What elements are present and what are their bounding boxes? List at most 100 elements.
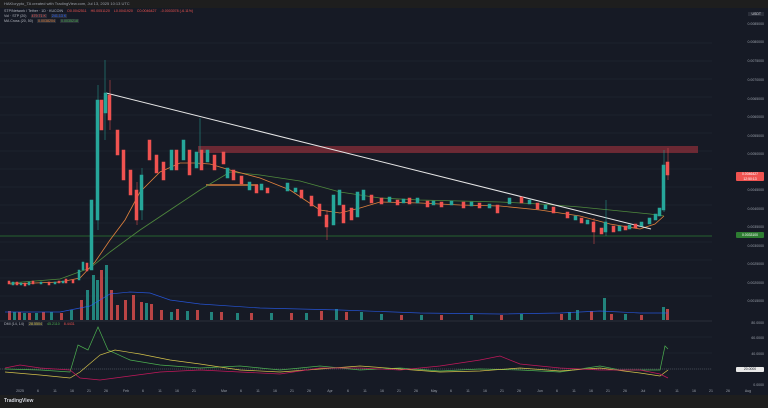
date-tick: 6 bbox=[240, 389, 242, 393]
volume-legend-label[interactable]: Vol · STP (20) bbox=[4, 14, 27, 18]
countdown-timer: 12:50:13 bbox=[743, 176, 757, 181]
date-tick: 21 bbox=[87, 389, 91, 393]
price-tick: 0.0025000 bbox=[747, 262, 764, 266]
date-tick: 11 bbox=[363, 389, 367, 393]
current-price-value: 0.0046427 bbox=[741, 172, 759, 176]
date-tick: 6 bbox=[556, 389, 558, 393]
ohlc-high: H0.0051120 bbox=[90, 9, 110, 13]
date-tick: May bbox=[430, 389, 438, 393]
ma-fast-value: 0.0038204 bbox=[36, 19, 56, 23]
minus-di-value: 8.4431 bbox=[63, 322, 75, 326]
dmi-legend[interactable]: DMI (14, 14) 28.5504 45.2110 8.4431 bbox=[4, 322, 78, 327]
date-tick: 26 bbox=[517, 389, 521, 393]
price-tick: 0.0045000 bbox=[747, 188, 764, 192]
price-tick: 0.0020000 bbox=[747, 281, 764, 285]
date-tick: 11 bbox=[158, 389, 162, 393]
date-tick: 16 bbox=[483, 389, 487, 393]
price-tick: 0.0040000 bbox=[747, 207, 764, 211]
date-tick: 6 bbox=[450, 389, 452, 393]
price-tick: 0.0075000 bbox=[747, 59, 764, 63]
date-tick: 26 bbox=[726, 389, 730, 393]
ma-cross-legend[interactable]: MA Cross (20, 50) 0.0038204 0.0035218 bbox=[4, 19, 82, 24]
price-tick: 0.0035000 bbox=[747, 225, 764, 229]
volume-ma-line bbox=[5, 291, 668, 315]
price-tick: 0.0030000 bbox=[747, 244, 764, 248]
volume-legend-value: 479.71 K bbox=[30, 14, 47, 18]
ohlc-change: -0.0003078 (-6.11%) bbox=[160, 9, 194, 13]
ohlc-low: L0.0041920 bbox=[113, 9, 133, 13]
date-tick: 21 bbox=[192, 389, 196, 393]
date-tick: 16 bbox=[70, 389, 74, 393]
price-tick: 0.0015000 bbox=[747, 299, 764, 303]
ma-slow-value: 0.0035218 bbox=[59, 19, 79, 23]
price-tick: 0.0085000 bbox=[747, 22, 764, 26]
date-tick: 21 bbox=[397, 389, 401, 393]
price-tick: 0.0050000 bbox=[747, 152, 764, 156]
date-tick: 16 bbox=[380, 389, 384, 393]
date-tick: 6 bbox=[347, 389, 349, 393]
dmi-current-tag: 20.0000 bbox=[736, 367, 764, 372]
date-tick: 21 bbox=[500, 389, 504, 393]
date-tick: 6 bbox=[37, 389, 39, 393]
date-tick: 26 bbox=[307, 389, 311, 393]
volume-bars bbox=[8, 265, 669, 320]
date-tick: 16 bbox=[273, 389, 277, 393]
range-box[interactable] bbox=[206, 184, 258, 186]
date-tick: 11 bbox=[675, 389, 679, 393]
date-tick: 2025 bbox=[16, 389, 24, 393]
chart-frame[interactable] bbox=[0, 8, 768, 395]
date-tick: 11 bbox=[256, 389, 260, 393]
support-price-tag: 0.0033100 bbox=[736, 232, 764, 238]
dmi-tick: 0.0000 bbox=[753, 383, 764, 387]
date-tick: Feb bbox=[122, 389, 130, 393]
descending-trendline[interactable] bbox=[105, 92, 652, 230]
current-price-tag: 0.0046427 12:50:13 bbox=[736, 172, 764, 181]
dmi-tick: 80.0000 bbox=[751, 321, 764, 325]
ma-fast-line bbox=[9, 162, 665, 285]
minus-di-line bbox=[4, 355, 669, 381]
dmi-tick: 60.0000 bbox=[751, 336, 764, 340]
date-tick: 21 bbox=[606, 389, 610, 393]
price-tick: 0.0055000 bbox=[747, 134, 764, 138]
date-tick: 21 bbox=[290, 389, 294, 393]
plus-di-line bbox=[4, 326, 669, 373]
tradingview-logo[interactable]: TradingView bbox=[4, 398, 34, 404]
chart-attribution: HAKIcrypto_TA created with TradingView.c… bbox=[0, 0, 768, 8]
date-tick: Jul bbox=[640, 389, 646, 393]
date-tick: Aug bbox=[744, 389, 752, 393]
price-tick: 0.0065000 bbox=[747, 97, 764, 101]
date-tick: 11 bbox=[53, 389, 57, 393]
date-tick: 11 bbox=[466, 389, 470, 393]
volume-legend[interactable]: Vol · STP (20) 479.71 K 241.13 K bbox=[4, 14, 70, 19]
adx-line bbox=[4, 349, 669, 379]
date-tick: 16 bbox=[589, 389, 593, 393]
date-tick: 26 bbox=[414, 389, 418, 393]
date-tick: 21 bbox=[709, 389, 713, 393]
adx-value: 28.5504 bbox=[27, 322, 43, 326]
dmi-tick: 40.0000 bbox=[751, 352, 764, 356]
volume-ma-value: 241.13 K bbox=[50, 14, 68, 18]
date-tick: 26 bbox=[623, 389, 627, 393]
ma-cross-label[interactable]: MA Cross (20, 50) bbox=[4, 19, 33, 23]
date-tick: 16 bbox=[692, 389, 696, 393]
symbol-title[interactable]: STP/Network / Tether · 1D · KUCOIN bbox=[4, 9, 64, 13]
date-tick: Apr bbox=[327, 389, 333, 393]
date-tick: Mar bbox=[220, 389, 228, 393]
quote-unit-badge[interactable]: USDT bbox=[748, 12, 764, 16]
ma-slow-line bbox=[9, 171, 665, 284]
date-tick: 6 bbox=[659, 389, 661, 393]
date-tick: Jun bbox=[537, 389, 543, 393]
date-tick: 11 bbox=[572, 389, 576, 393]
candles bbox=[7, 60, 670, 287]
plus-di-value: 45.2110 bbox=[46, 322, 60, 326]
price-tick: 0.0060000 bbox=[747, 115, 764, 119]
footer-bar bbox=[0, 395, 768, 408]
date-tick: 16 bbox=[175, 389, 179, 393]
dmi-label[interactable]: DMI (14, 14) bbox=[4, 322, 24, 326]
date-tick: 26 bbox=[104, 389, 108, 393]
price-tick: 0.0080000 bbox=[747, 40, 764, 44]
resistance-zone[interactable] bbox=[198, 146, 698, 153]
price-tick: 0.0070000 bbox=[747, 78, 764, 82]
symbol-legend[interactable]: STP/Network / Tether · 1D · KUCOIN O0.00… bbox=[4, 9, 196, 14]
